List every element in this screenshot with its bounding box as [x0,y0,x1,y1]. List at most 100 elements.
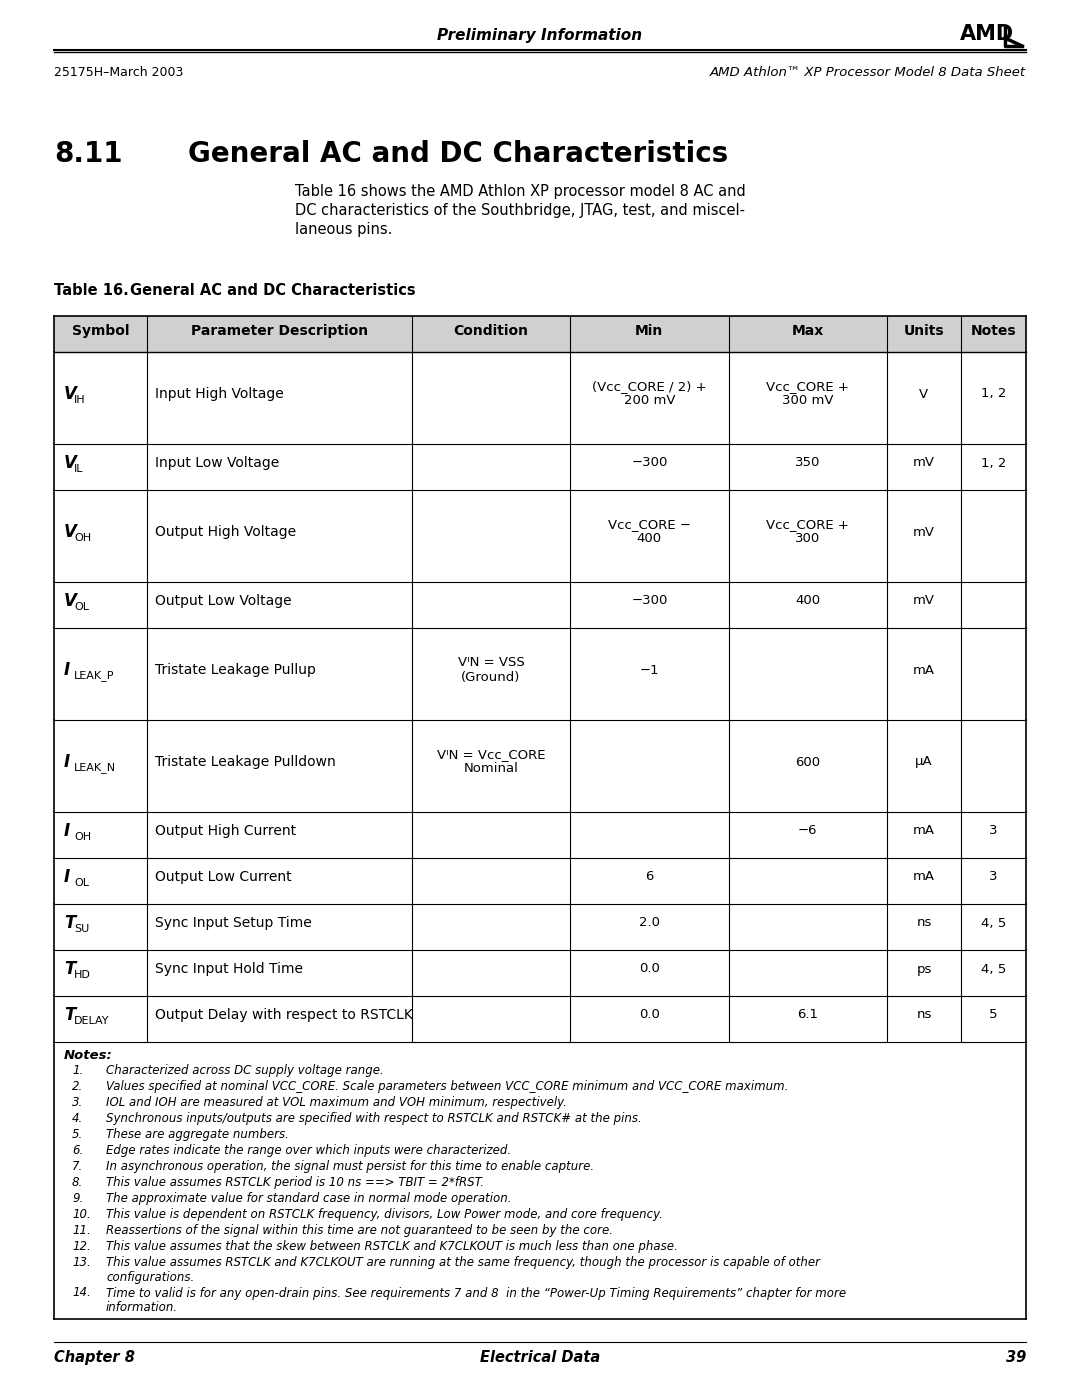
Text: mA: mA [913,824,935,837]
Text: 3: 3 [989,870,998,883]
Text: Table 16 shows the AMD Athlon XP processor model 8 AC and: Table 16 shows the AMD Athlon XP process… [295,184,746,198]
Text: 12.: 12. [72,1241,91,1253]
Text: −300: −300 [631,595,667,608]
Text: LEAK_P: LEAK_P [75,671,114,682]
Text: Output High Current: Output High Current [156,824,296,838]
Text: Output High Voltage: Output High Voltage [156,525,296,539]
Text: Synchronous inputs/outputs are specified with respect to RSTCLK and RSTCK# at th: Synchronous inputs/outputs are specified… [106,1112,642,1125]
Text: 14.: 14. [72,1287,91,1299]
Text: Tristate Leakage Pullup: Tristate Leakage Pullup [156,664,316,678]
Text: ns: ns [916,916,932,929]
Text: General AC and DC Characteristics: General AC and DC Characteristics [130,284,416,298]
Text: General AC and DC Characteristics: General AC and DC Characteristics [188,140,728,168]
Text: Condition: Condition [454,324,528,338]
Text: V: V [64,386,77,402]
Bar [54,352,1026,444]
Text: LEAK_N: LEAK_N [75,763,117,774]
Text: OL: OL [75,602,89,612]
Text: SU: SU [75,923,90,935]
Text: Vᴄᴄ_CORE +: Vᴄᴄ_CORE + [767,518,849,531]
Text: Min: Min [635,324,663,338]
Text: information.: information. [106,1301,178,1315]
Text: T: T [64,960,76,978]
Text: V: V [64,592,77,610]
Bar [54,444,1026,490]
Text: T: T [64,914,76,932]
Text: OL: OL [75,877,89,888]
Text: Nominal: Nominal [463,763,518,775]
Bar [54,583,1026,629]
Text: laneous pins.: laneous pins. [295,222,392,237]
Text: mV: mV [913,595,935,608]
Text: 1.: 1. [72,1065,83,1077]
Text: −6: −6 [798,824,818,837]
Text: Chapter 8: Chapter 8 [54,1350,135,1365]
Text: V: V [64,522,77,541]
Text: 400: 400 [637,532,662,545]
Bar [54,950,1026,996]
Text: DC characteristics of the Southbridge, JTAG, test, and miscel-: DC characteristics of the Southbridge, J… [295,203,745,218]
Text: 300: 300 [795,532,821,545]
Bar [54,858,1026,904]
Text: 11.: 11. [72,1224,91,1236]
Text: Tristate Leakage Pulldown: Tristate Leakage Pulldown [156,754,336,768]
Text: 9.: 9. [72,1192,83,1206]
Text: I: I [64,661,70,679]
Text: AMD: AMD [960,24,1014,43]
Text: Max: Max [792,324,824,338]
Text: mA: mA [913,870,935,883]
Text: −300: −300 [631,457,667,469]
Text: 6.1: 6.1 [797,1009,819,1021]
Bar [54,812,1026,858]
Text: This value assumes RSTCLK and K7CLKOUT are running at the same frequency, though: This value assumes RSTCLK and K7CLKOUT a… [106,1256,820,1268]
Text: configurations.: configurations. [106,1270,194,1284]
Text: HD: HD [75,970,91,981]
Text: This value is dependent on RSTCLK frequency, divisors, Low Power mode, and core : This value is dependent on RSTCLK freque… [106,1208,663,1221]
Text: OH: OH [75,534,91,543]
Text: Reassertions of the signal within this time are not guaranteed to be seen by the: Reassertions of the signal within this t… [106,1224,613,1236]
Text: AMD Athlon™ XP Processor Model 8 Data Sheet: AMD Athlon™ XP Processor Model 8 Data Sh… [710,66,1026,80]
Text: 5: 5 [989,1009,998,1021]
Text: Vᴄᴄ_CORE +: Vᴄᴄ_CORE + [767,380,849,394]
Text: Output Low Current: Output Low Current [156,870,292,884]
Text: V: V [64,454,77,472]
Text: ps: ps [916,963,932,975]
Text: Electrical Data: Electrical Data [480,1350,600,1365]
Bar [54,904,1026,950]
Text: Values specified at nominal VCC_CORE. Scale parameters between VCC_CORE minimum : Values specified at nominal VCC_CORE. Sc… [106,1080,788,1092]
Text: This value assumes that the skew between RSTCLK and K7CLKOUT is much less than o: This value assumes that the skew between… [106,1241,678,1253]
Text: Parameter Description: Parameter Description [191,324,368,338]
Text: 4.: 4. [72,1112,83,1125]
Text: 25175H–March 2003: 25175H–March 2003 [54,66,184,80]
Bar [54,629,1026,719]
Text: Output Delay with respect to RSTCLK: Output Delay with respect to RSTCLK [156,1009,414,1023]
Text: I: I [64,821,70,840]
Text: IH: IH [75,395,85,405]
Text: 3.: 3. [72,1097,83,1109]
Text: 8.: 8. [72,1176,83,1189]
Text: DELAY: DELAY [75,1016,109,1025]
Text: Sync Input Hold Time: Sync Input Hold Time [156,963,303,977]
Text: 10.: 10. [72,1208,91,1221]
Text: VᴵN = VSS: VᴵN = VSS [458,657,524,669]
Text: mA: mA [913,664,935,676]
Text: In asynchronous operation, the signal must persist for this time to enable captu: In asynchronous operation, the signal mu… [106,1160,594,1173]
Text: Symbol: Symbol [72,324,130,338]
Text: Notes:: Notes: [64,1049,112,1062]
Text: Input Low Voltage: Input Low Voltage [156,455,280,469]
Text: 13.: 13. [72,1256,91,1268]
Text: Sync Input Setup Time: Sync Input Setup Time [156,916,312,930]
Text: 7.: 7. [72,1160,83,1173]
Text: 600: 600 [795,756,821,768]
Text: μA: μA [915,756,933,768]
Text: Units: Units [904,324,944,338]
Text: Input High Voltage: Input High Voltage [156,387,284,401]
Text: 200 mV: 200 mV [623,394,675,408]
Text: T: T [64,1006,76,1024]
Text: 400: 400 [795,595,821,608]
Text: These are aggregate numbers.: These are aggregate numbers. [106,1127,288,1141]
Text: I: I [64,868,70,886]
Text: Vᴄᴄ_CORE −: Vᴄᴄ_CORE − [608,518,691,531]
Text: Edge rates indicate the range over which inputs were characterized.: Edge rates indicate the range over which… [106,1144,511,1157]
Text: VᴵN = Vᴄᴄ_CORE: VᴵN = Vᴄᴄ_CORE [436,749,545,761]
